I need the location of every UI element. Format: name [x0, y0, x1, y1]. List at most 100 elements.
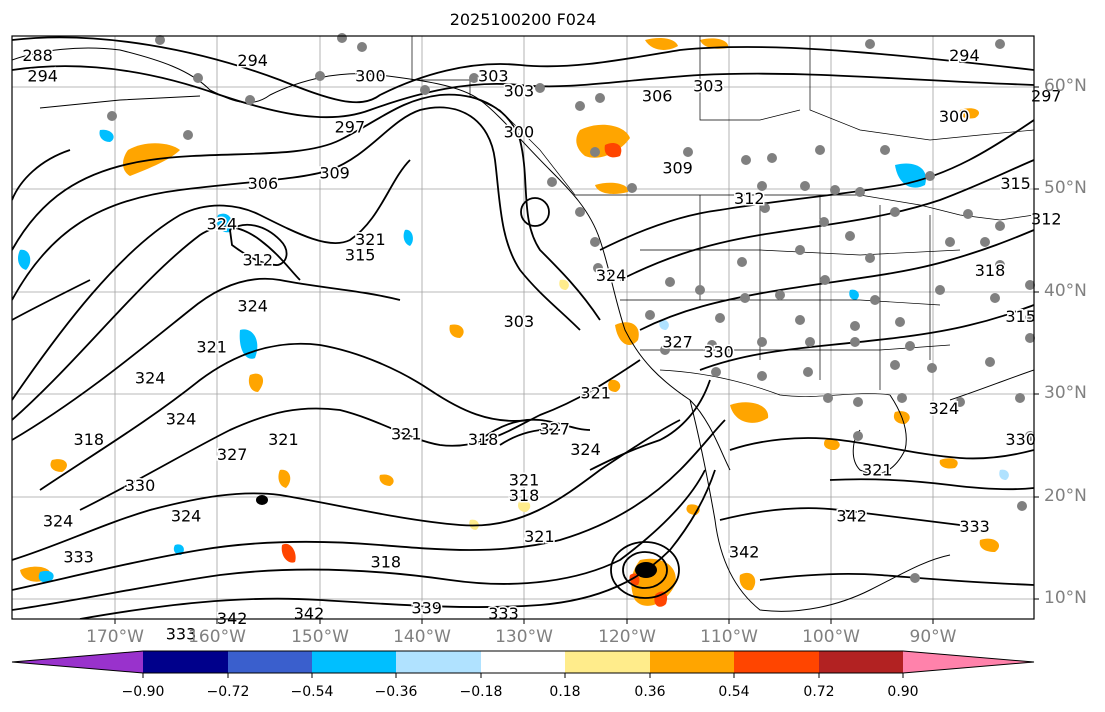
contour-label: 324	[596, 266, 627, 285]
colorbar-tick-label: 0.18	[549, 684, 581, 700]
contour-label: 300	[355, 66, 386, 85]
colorbar-segment	[565, 651, 650, 673]
colorbar-segments	[12, 651, 1034, 673]
lat-label-60n: 60°N	[1044, 76, 1087, 96]
map-title: 2025100200 F024	[449, 10, 597, 29]
shaded-fields	[18, 38, 1009, 607]
lat-label-40n: 40°N	[1044, 281, 1087, 301]
contour-label: 318	[975, 261, 1006, 280]
lon-label-100w: 100°W	[802, 627, 860, 647]
lat-label-30n: 30°N	[1044, 383, 1087, 403]
contour-label: 333	[488, 604, 519, 623]
contour-label: 342	[836, 507, 867, 526]
contour-label: 312	[734, 189, 765, 208]
lon-label-160w: 160°W	[188, 627, 246, 647]
contour-label: 309	[319, 164, 350, 183]
contour-label: 303	[504, 82, 535, 101]
contour-label: 318	[74, 430, 105, 449]
colorbar-segment	[650, 651, 734, 673]
contour-label: 300	[939, 107, 970, 126]
contour-label: 333	[959, 517, 990, 536]
lat-label-10n: 10°N	[1044, 588, 1087, 608]
colorbar-tick-label: 0.72	[803, 684, 835, 700]
contour-label: 321	[509, 471, 540, 490]
lat-label-20n: 20°N	[1044, 486, 1087, 506]
lon-label-130w: 130°W	[495, 627, 553, 647]
contour-label: 324	[166, 409, 197, 428]
colorbar-segment	[143, 651, 228, 673]
lon-label-110w: 110°W	[700, 627, 758, 647]
colorbar-segment	[312, 651, 396, 673]
contour-label: 327	[539, 420, 570, 439]
contour-label: 321	[391, 425, 422, 444]
contour-label: 297	[335, 118, 366, 137]
colorbar-tick-label: 0.90	[887, 684, 919, 700]
colorbar-tick-label: −0.90	[121, 684, 165, 700]
colorbar-tick-label: −0.54	[290, 684, 334, 700]
contour-label: 333	[63, 548, 94, 567]
contour-label: 330	[703, 343, 734, 362]
contour-label: 324	[171, 507, 202, 526]
contour-label: 315	[1005, 307, 1036, 326]
contour-label: 312	[1031, 210, 1062, 229]
colorbar-tick-label: 0.36	[634, 684, 666, 700]
contour-label: 297	[1031, 87, 1062, 106]
contour-label: 324	[929, 399, 960, 418]
contour-label: 321	[580, 384, 611, 403]
lon-label-90w: 90°W	[909, 627, 957, 647]
contour-label: 303	[504, 312, 535, 331]
contour-label: 294	[27, 66, 58, 85]
lon-label-150w: 150°W	[291, 627, 349, 647]
colorbar-segment	[819, 651, 903, 673]
map-frame	[11, 35, 1035, 620]
axis-ticks	[114, 86, 1039, 624]
colorbar-segment	[396, 651, 481, 673]
contour-label: 324	[135, 368, 166, 387]
colorbar-extend-low	[12, 651, 143, 673]
colorbar-segment	[734, 651, 819, 673]
contour-label: 327	[217, 445, 248, 464]
contour-label: 312	[243, 251, 274, 270]
colorbar-segment	[481, 651, 565, 673]
colorbar-tick-label: −0.18	[459, 684, 503, 700]
contour-label: 324	[43, 512, 74, 531]
contour-label: 294	[949, 46, 980, 65]
contour-label: 324	[570, 440, 601, 459]
contour-label: 306	[248, 174, 279, 193]
contour-label: 315	[1000, 174, 1031, 193]
contour-label: 327	[662, 333, 693, 352]
contour-label: 306	[642, 87, 673, 106]
station-markers	[107, 33, 1035, 583]
colorbar-segment	[228, 651, 312, 673]
lon-label-170w: 170°W	[86, 627, 144, 647]
contour-label: 294	[237, 51, 268, 70]
contour-label: 342	[729, 542, 760, 561]
contour-label: 321	[268, 430, 299, 449]
contour-label: 315	[345, 246, 376, 265]
colorbar-tick-label: −0.72	[206, 684, 250, 700]
contour-label: 303	[478, 66, 509, 85]
contour-label: 324	[207, 215, 238, 234]
colorbar-extend-high	[903, 651, 1034, 673]
lon-label-140w: 140°W	[393, 627, 451, 647]
lon-label-120w: 120°W	[598, 627, 656, 647]
contour-label: 303	[693, 77, 724, 96]
contour-label: 318	[509, 486, 540, 505]
contour-label: 318	[468, 430, 499, 449]
contour-label: 309	[662, 158, 693, 177]
contour-label: 321	[196, 338, 227, 357]
contour-label: 300	[504, 123, 535, 142]
colorbar-tick-label: 0.54	[718, 684, 750, 700]
contour-label: 333	[166, 624, 197, 643]
contour-label: 330	[125, 476, 156, 495]
contour-label: 324	[237, 297, 268, 316]
contour-label: 321	[524, 527, 555, 546]
contour-label: 318	[371, 553, 402, 572]
contour-label: 321	[355, 230, 386, 249]
lat-label-50n: 50°N	[1044, 178, 1087, 198]
contour-label: 339	[411, 599, 442, 618]
contour-label: 288	[22, 46, 53, 65]
colorbar-tick-label: −0.36	[374, 684, 418, 700]
contour-label: 330	[1005, 430, 1036, 449]
